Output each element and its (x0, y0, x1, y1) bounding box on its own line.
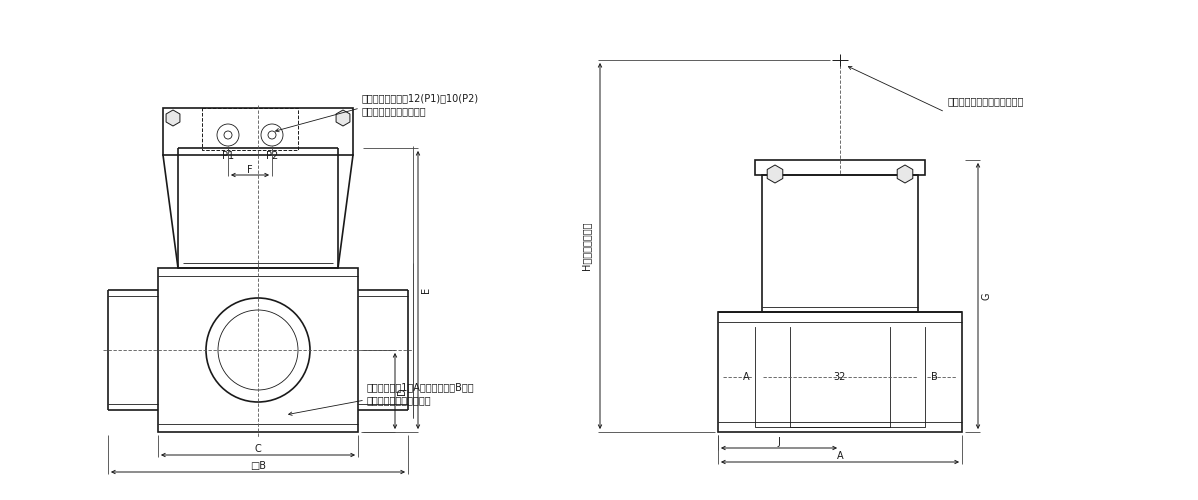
Text: パイロットポート12(P1)，10(P2): パイロットポート12(P1)，10(P2) (362, 93, 479, 103)
Text: メインポート1（A）［背面２（B）］: メインポート1（A）［背面２（B）］ (367, 382, 474, 392)
Bar (163, 108, 353, 155)
Text: 32: 32 (834, 372, 846, 382)
Bar (718, 312, 962, 432)
Text: B: B (931, 372, 937, 382)
Text: インジケータ（オプション）: インジケータ（オプション） (948, 96, 1024, 106)
Text: D: D (397, 387, 407, 395)
Text: A: A (836, 451, 843, 461)
Bar (202, 108, 298, 150)
Text: P2: P2 (266, 151, 278, 161)
Text: 管接続口径は、下表参照: 管接続口径は、下表参照 (367, 395, 431, 405)
Text: F: F (247, 165, 253, 175)
Text: C: C (255, 444, 261, 454)
Text: G: G (981, 292, 991, 300)
Bar (755, 160, 925, 175)
Text: J: J (778, 437, 780, 447)
Text: E: E (420, 287, 431, 293)
Text: H（バルブ開時）: H（バルブ開時） (581, 222, 591, 270)
Text: 管接続口径は、下表参照: 管接続口径は、下表参照 (362, 106, 426, 116)
Bar (158, 268, 358, 432)
Text: A: A (743, 372, 749, 382)
Bar (762, 175, 918, 312)
Text: P1: P1 (222, 151, 234, 161)
Text: □B: □B (250, 461, 266, 471)
